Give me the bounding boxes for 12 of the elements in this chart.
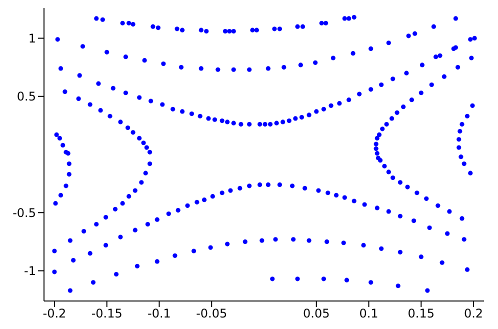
x-tick-label: 0.2 xyxy=(464,306,484,321)
y-tick-label: -0.5 xyxy=(12,206,36,220)
y-tick-label: 1 xyxy=(28,31,36,46)
x-tick-label: -0.05 xyxy=(196,306,228,321)
x-tick-label: 0.05 xyxy=(303,306,330,321)
x-tick-label: 0.1 xyxy=(359,306,378,321)
y-tick-label: 0.5 xyxy=(16,90,36,104)
y-tick-label: -1 xyxy=(24,264,36,278)
x-tick-label: -0.1 xyxy=(148,306,171,321)
x-tick-label: -0.2 xyxy=(42,306,66,321)
x-tick-label: 0.15 xyxy=(408,306,434,321)
x-tick-label: -0.15 xyxy=(91,306,122,321)
